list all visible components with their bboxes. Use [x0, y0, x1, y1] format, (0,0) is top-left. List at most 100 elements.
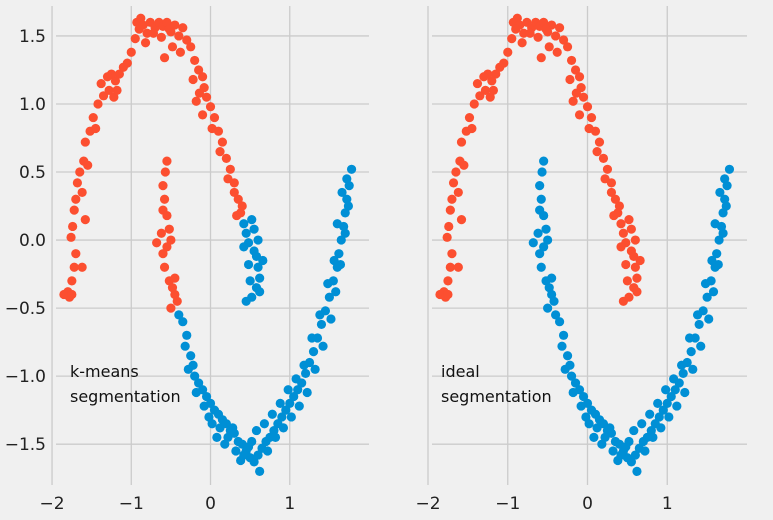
orange-point — [525, 28, 535, 38]
annotation-line: ideal — [441, 362, 480, 381]
orange-point — [110, 76, 121, 86]
orange-point — [77, 187, 87, 198]
blue-point — [704, 314, 714, 324]
blue-point — [329, 255, 339, 266]
blue-point — [277, 412, 287, 422]
blue-point — [669, 374, 679, 384]
orange-point — [207, 123, 217, 134]
blue-point — [342, 174, 352, 184]
orange-point — [616, 219, 626, 229]
blue-point — [316, 319, 327, 330]
orange-point — [215, 147, 225, 157]
blue-point — [343, 201, 353, 211]
blue-point — [231, 446, 241, 456]
blue-point — [267, 409, 277, 419]
blue-point — [326, 314, 336, 324]
orange-point — [186, 42, 196, 52]
blue-point — [672, 401, 682, 411]
orange-point — [554, 23, 565, 33]
orange-point — [507, 34, 517, 44]
orange-point — [69, 262, 79, 272]
blue-point — [186, 351, 196, 361]
orange-point — [91, 123, 101, 134]
blue-point — [702, 292, 712, 302]
orange-point — [565, 74, 575, 85]
blue-point — [589, 432, 599, 442]
blue-point — [581, 412, 591, 422]
left-panel: −2 −1 0 1 −1.5 −1.0 −0.5 0.0 0.5 1.0 1.5 k-means seg… — [5, 6, 369, 514]
blue-point — [253, 235, 263, 245]
blue-point — [174, 310, 184, 320]
blue-point — [178, 317, 188, 327]
blue-point — [278, 423, 289, 433]
y-tick-label: 1.5 — [19, 27, 46, 47]
blue-point — [557, 341, 567, 351]
blue-point — [180, 341, 190, 351]
x-tick-label: 0 — [205, 494, 216, 514]
orange-point — [618, 228, 628, 238]
orange-point — [464, 112, 475, 123]
blue-point — [251, 425, 262, 436]
orange-point — [225, 164, 235, 174]
orange-point — [197, 110, 208, 120]
x-tick-label: −2 — [40, 494, 65, 514]
orange-point — [469, 99, 479, 109]
orange-point — [609, 210, 619, 221]
blue-point — [560, 364, 570, 374]
blue-point — [291, 374, 301, 384]
blue-point — [302, 387, 312, 398]
orange-point — [159, 194, 170, 204]
blue-point — [539, 210, 549, 221]
blue-point — [700, 279, 711, 289]
orange-point — [632, 287, 642, 297]
annotation-line: k-means — [70, 362, 139, 381]
orange-point — [578, 92, 589, 102]
blue-point — [551, 310, 561, 320]
orange-point — [77, 262, 87, 272]
blue-point — [656, 423, 666, 433]
x-tick-label: −2 — [415, 494, 440, 514]
orange-point — [551, 31, 561, 41]
orange-point — [159, 262, 170, 272]
orange-point — [102, 72, 113, 82]
orange-point — [209, 112, 220, 123]
orange-point — [134, 24, 144, 34]
y-tick-label: −1.5 — [5, 435, 46, 455]
blue-point — [666, 391, 676, 402]
blue-point — [658, 405, 668, 415]
blue-point — [299, 360, 309, 370]
right-panel: −2 −1 0 1 ideal segmentation — [415, 6, 747, 514]
blue-point — [670, 385, 680, 395]
orange-point — [112, 85, 122, 95]
blue-point — [308, 347, 319, 357]
orange-point — [621, 259, 631, 270]
orange-point — [75, 167, 85, 177]
orange-point — [447, 249, 457, 259]
blue-point — [241, 296, 251, 306]
orange-point — [566, 55, 577, 66]
blue-point — [562, 351, 573, 361]
orange-point — [475, 91, 485, 101]
orange-point — [491, 69, 501, 79]
blue-point — [694, 319, 704, 330]
blue-point — [337, 187, 347, 198]
y-tick-label: 1.0 — [19, 95, 46, 115]
orange-point — [472, 78, 483, 89]
orange-point — [71, 249, 81, 259]
blue-point — [648, 432, 658, 442]
blue-point — [535, 249, 545, 259]
orange-point — [142, 28, 152, 38]
orange-point — [88, 112, 98, 123]
orange-point — [114, 69, 124, 79]
blue-point — [220, 439, 230, 449]
orange-point — [456, 215, 467, 225]
blue-point — [323, 279, 333, 289]
orange-point — [194, 88, 205, 98]
blue-point — [720, 174, 730, 184]
blue-point — [549, 296, 559, 306]
blue-point — [247, 215, 257, 225]
blue-point — [678, 368, 688, 379]
blue-point — [301, 368, 311, 379]
blue-point — [346, 164, 357, 174]
